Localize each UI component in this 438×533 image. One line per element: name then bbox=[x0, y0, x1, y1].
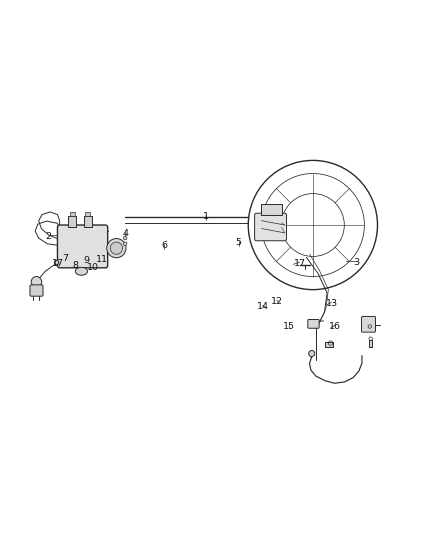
Text: 13: 13 bbox=[325, 299, 338, 308]
Text: 12: 12 bbox=[271, 297, 283, 306]
Circle shape bbox=[54, 261, 59, 265]
Bar bbox=[369, 340, 372, 346]
Text: 16: 16 bbox=[328, 322, 341, 331]
FancyBboxPatch shape bbox=[361, 317, 375, 332]
Bar bbox=[70, 212, 75, 216]
Text: 1: 1 bbox=[203, 212, 209, 221]
Text: 8: 8 bbox=[73, 261, 79, 270]
Text: 17: 17 bbox=[51, 259, 64, 268]
Text: 3: 3 bbox=[353, 257, 360, 266]
Bar bbox=[261, 204, 282, 215]
Text: 7: 7 bbox=[62, 254, 68, 263]
Text: 11: 11 bbox=[96, 255, 108, 264]
Circle shape bbox=[110, 242, 123, 254]
Circle shape bbox=[124, 242, 127, 246]
Bar bbox=[325, 342, 333, 347]
Text: 14: 14 bbox=[257, 302, 268, 311]
Circle shape bbox=[31, 277, 42, 287]
Bar bbox=[85, 212, 90, 216]
Circle shape bbox=[309, 351, 315, 357]
Text: 15: 15 bbox=[283, 322, 295, 331]
Bar bbox=[84, 216, 92, 227]
Text: 9: 9 bbox=[84, 256, 90, 265]
FancyBboxPatch shape bbox=[308, 319, 319, 328]
Text: 5: 5 bbox=[236, 238, 242, 247]
Circle shape bbox=[124, 236, 127, 240]
Text: 10: 10 bbox=[87, 263, 99, 272]
Text: 17: 17 bbox=[294, 259, 306, 268]
FancyBboxPatch shape bbox=[254, 213, 286, 241]
Circle shape bbox=[107, 239, 126, 258]
FancyBboxPatch shape bbox=[30, 285, 43, 296]
Text: 6: 6 bbox=[162, 241, 167, 250]
Text: 4: 4 bbox=[122, 229, 128, 238]
Ellipse shape bbox=[75, 268, 88, 275]
FancyBboxPatch shape bbox=[57, 225, 108, 268]
Text: 2: 2 bbox=[46, 232, 52, 241]
Bar bbox=[68, 216, 76, 227]
